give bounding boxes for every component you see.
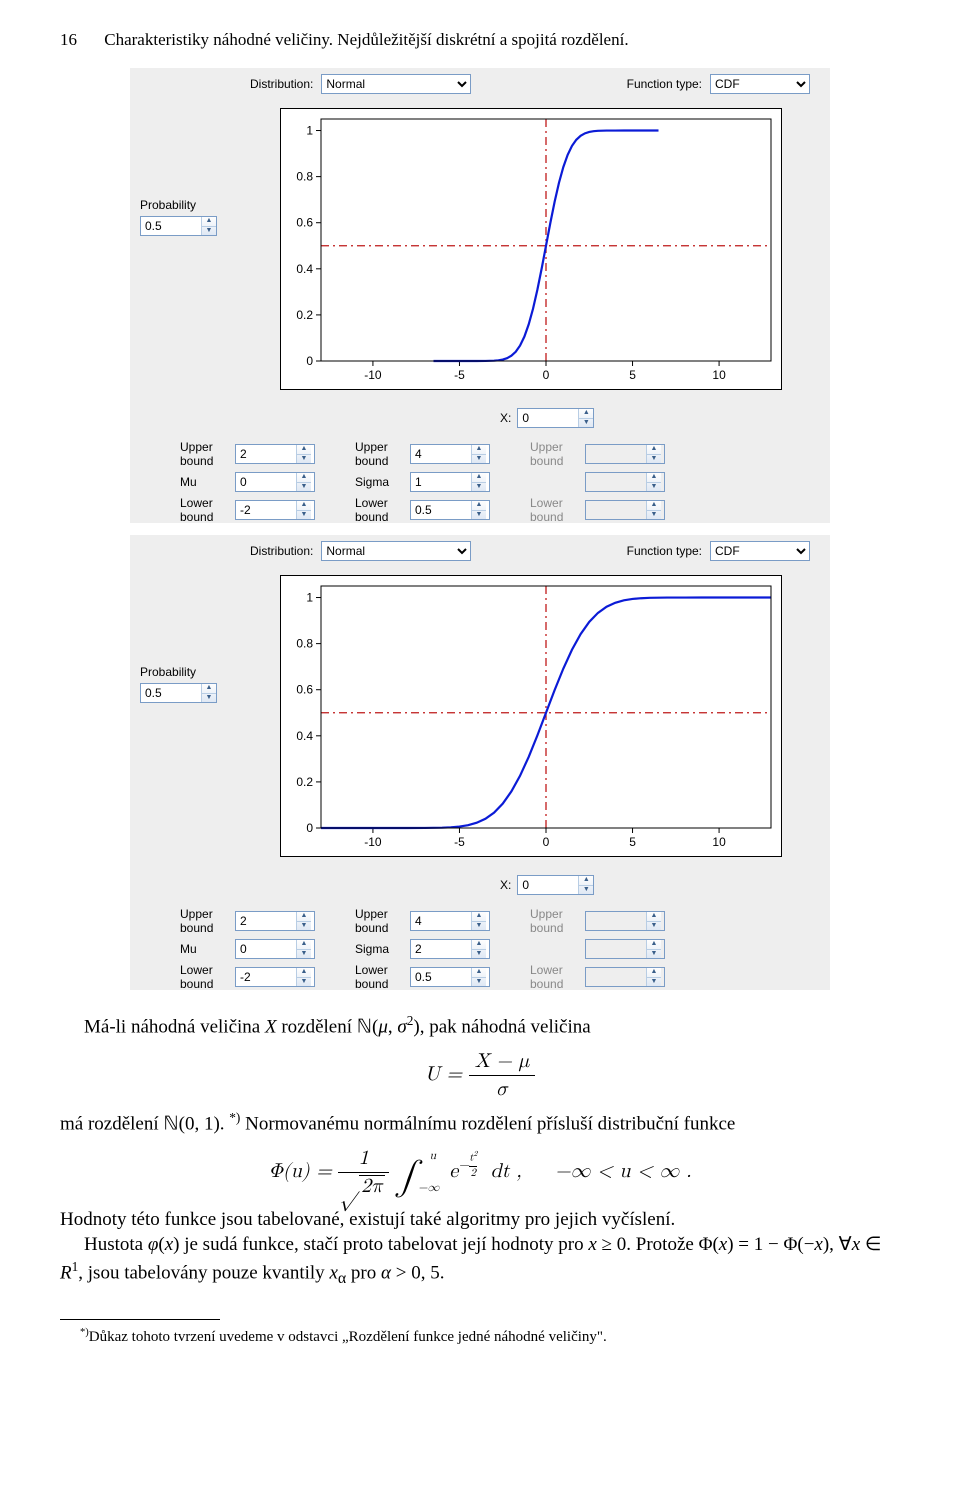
upper-bound-label-2: Upper bound [355,907,410,935]
p3-lower-spinner: ▲▼ [585,967,665,987]
sigma-label: Sigma [355,475,410,489]
svg-text:0: 0 [543,835,550,849]
disttool-panel-1: Distribution: Normal Function type: CDF … [130,68,830,523]
distribution-select[interactable]: Normal [321,74,471,94]
p2b: Normovanému normálnímu rozdělení přísluš… [240,1113,735,1134]
distribution-label: Distribution: [250,544,313,558]
body-text: Má-li náhodná veličina X rozdělení ℕ(μ, … [60,1012,900,1289]
mu-upper-spinner[interactable]: 2▲▼ [235,444,315,464]
cdf-chart-1: -10 -5 0 5 10 0 0.2 0.4 0.6 0.8 1 [280,108,782,390]
svg-text:5: 5 [629,835,636,849]
p3: Hodnoty této funkce jsou tabelované, exi… [60,1207,900,1233]
upper-bound-label-3: Upper bound [530,907,585,935]
svg-text:0.8: 0.8 [296,637,313,651]
svg-text:0.8: 0.8 [296,170,313,184]
p3-mid-spinner: ▲▼ [585,472,665,492]
svg-text:1: 1 [306,591,313,605]
probability-spinner[interactable]: 0.5 ▲▼ [140,216,217,236]
svg-text:10: 10 [712,368,726,382]
mu-upper-spinner[interactable]: 2▲▼ [235,911,315,931]
p1b: rozdělení [281,1016,356,1037]
p3-lower-spinner: ▲▼ [585,500,665,520]
x-spinner[interactable]: 0 ▲▼ [517,875,594,895]
lower-bound-label-3: Lower bound [530,963,585,991]
x-spinner[interactable]: 0 ▲▼ [517,408,594,428]
sigma-lower-spinner[interactable]: 0.5▲▼ [410,500,490,520]
lower-bound-label-1: Lower bound [180,963,235,991]
equation-1: U = X − μ σ [60,1048,900,1103]
probability-label: Probability [140,665,260,679]
svg-text:0.2: 0.2 [296,308,313,322]
svg-text:10: 10 [712,835,726,849]
mu-spinner[interactable]: 0▲▼ [235,939,315,959]
svg-text:0: 0 [543,368,550,382]
p3-upper-spinner: ▲▼ [585,911,665,931]
svg-text:-5: -5 [454,835,465,849]
function-type-label: Function type: [627,77,702,91]
running-header: 16 Charakteristiky náhodné veličiny. Nej… [60,30,900,50]
svg-text:0: 0 [306,821,313,835]
footnote: *)Důkaz tohoto tvrzení uvedeme v odstavc… [60,1326,900,1348]
svg-text:0: 0 [306,354,313,368]
upper-bound-label-3: Upper bound [530,440,585,468]
p2a: má rozdělení [60,1113,163,1134]
disttool-panel-2: Distribution: Normal Function type: CDF … [130,535,830,990]
svg-text:0.2: 0.2 [296,775,313,789]
p3-mid-spinner: ▲▼ [585,939,665,959]
distribution-select[interactable]: Normal [321,541,471,561]
lower-bound-label-3: Lower bound [530,496,585,524]
svg-text:-10: -10 [364,368,382,382]
distribution-label: Distribution: [250,77,313,91]
p4e: pro [351,1262,381,1283]
svg-text:0.6: 0.6 [296,216,313,230]
sigma-spinner[interactable]: 1▲▼ [410,472,490,492]
chapter-title: Charakteristiky náhodné veličiny. Nejdůl… [104,30,628,49]
p4c: . Protože [626,1234,698,1255]
mu-lower-spinner[interactable]: -2▲▼ [235,967,315,987]
sigma-spinner[interactable]: 2▲▼ [410,939,490,959]
upper-bound-label-1: Upper bound [180,907,235,935]
svg-text:5: 5 [629,368,636,382]
svg-text:1: 1 [306,124,313,138]
lower-bound-label-2: Lower bound [355,496,410,524]
sigma-label: Sigma [355,942,410,956]
function-type-select[interactable]: CDF [710,74,810,94]
probability-spinner[interactable]: 0.5 ▲▼ [140,683,217,703]
p4a: Hustota [84,1234,148,1255]
function-type-select[interactable]: CDF [710,541,810,561]
sigma-lower-spinner[interactable]: 0.5▲▼ [410,967,490,987]
upper-bound-label-1: Upper bound [180,440,235,468]
x-label: X: [500,878,511,892]
svg-text:0.4: 0.4 [296,729,313,743]
probability-label: Probability [140,198,260,212]
p1a: Má-li náhodná veličina [84,1016,265,1037]
sigma-upper-spinner[interactable]: 4▲▼ [410,911,490,931]
mu-spinner[interactable]: 0▲▼ [235,472,315,492]
p3-upper-spinner: ▲▼ [585,444,665,464]
upper-bound-label-2: Upper bound [355,440,410,468]
p1c: , pak náhodná veličina [420,1016,591,1037]
lower-bound-label-1: Lower bound [180,496,235,524]
p4b: je sudá funkce, stačí proto tabelovat je… [184,1234,588,1255]
p4d: , jsou tabelovány pouze kvantily [78,1262,329,1283]
equation-2: Φ(u) = 1 √2π ∫−∞u e−t22 dt , −∞ < u < ∞ … [60,1145,900,1201]
x-label: X: [500,411,511,425]
function-type-label: Function type: [627,544,702,558]
mu-label: Mu [180,942,235,956]
sigma-upper-spinner[interactable]: 4▲▼ [410,444,490,464]
cdf-chart-2: -10 -5 0 5 10 0 0.2 0.4 0.6 0.8 1 [280,575,782,857]
footnote-rule [60,1319,220,1320]
mu-label: Mu [180,475,235,489]
mu-lower-spinner[interactable]: -2▲▼ [235,500,315,520]
lower-bound-label-2: Lower bound [355,963,410,991]
svg-text:-10: -10 [364,835,382,849]
svg-text:0.6: 0.6 [296,683,313,697]
page-number: 16 [60,30,100,50]
svg-text:-5: -5 [454,368,465,382]
svg-text:0.4: 0.4 [296,262,313,276]
